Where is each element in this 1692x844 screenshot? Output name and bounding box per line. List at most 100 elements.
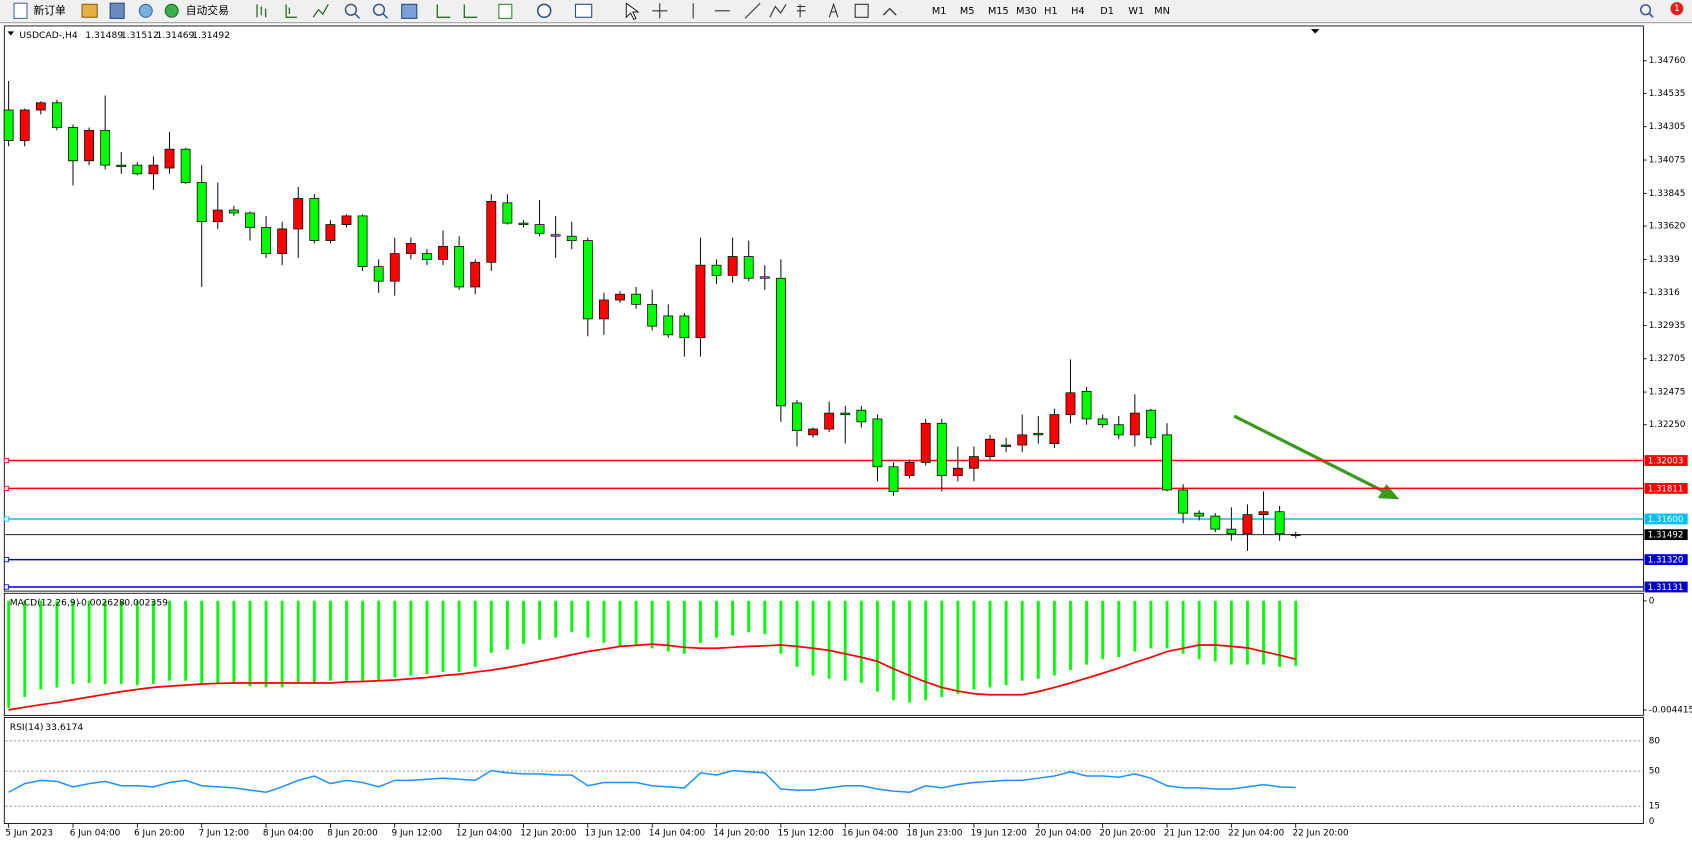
x-tick-label: 12 Jun 20:00	[520, 829, 577, 839]
macd-bar	[425, 600, 429, 675]
macd-bar	[1149, 600, 1153, 649]
icon[interactable]	[344, 3, 358, 16]
icon[interactable]	[256, 4, 267, 18]
drawing-icons[interactable]	[652, 2, 761, 19]
macd-bar	[972, 600, 976, 690]
candle-body	[888, 466, 899, 492]
icon[interactable]	[498, 3, 513, 19]
macd-bar	[1117, 600, 1121, 657]
label-icon[interactable]	[854, 3, 869, 18]
macd-bar	[361, 600, 364, 681]
new-order-button[interactable]: 新订单	[33, 3, 66, 17]
trend-arrow-head	[1377, 484, 1400, 500]
candle-body	[1226, 528, 1237, 534]
y-tick-label: 1.32705	[1649, 354, 1686, 364]
icon[interactable]	[354, 13, 361, 19]
candle-body	[422, 253, 432, 260]
icon[interactable]	[81, 3, 98, 18]
macd-bar	[216, 600, 220, 684]
macd-bar	[1229, 600, 1233, 665]
macd-bar	[634, 600, 638, 647]
search-icon[interactable]	[1648, 12, 1654, 18]
x-tick-label: 14 Jun 04:00	[649, 829, 706, 839]
toolbar-bg	[0, 0, 1692, 23]
new-order-icon[interactable]	[13, 2, 28, 19]
candle-body	[1001, 444, 1012, 447]
x-tick-label: 6 Jun 04:00	[70, 829, 121, 839]
timeframe-button[interactable]: M15	[988, 6, 1009, 17]
icon[interactable]	[536, 3, 552, 19]
timeframe-button[interactable]: W1	[1128, 6, 1144, 17]
x-tick-label: 14 Jun 20:00	[713, 829, 770, 839]
macd-bar	[505, 600, 509, 650]
cursor-icon[interactable]	[625, 2, 640, 21]
timeframe-button[interactable]: MN	[1154, 6, 1170, 17]
level-handle	[3, 584, 10, 590]
macd-bar	[393, 600, 397, 678]
macd-bar	[843, 600, 847, 681]
icon[interactable]	[312, 4, 329, 18]
candle-body	[1113, 424, 1124, 436]
macd-bar	[345, 600, 348, 681]
candle-body	[3, 109, 14, 141]
auto-trading-icon[interactable]	[164, 3, 179, 18]
candle-body	[1017, 434, 1028, 446]
zoom-icons[interactable]	[344, 3, 389, 19]
candle-body	[341, 215, 352, 225]
timeframe-button[interactable]: D1	[1100, 6, 1114, 17]
search-icon[interactable]	[1639, 4, 1652, 16]
candle-body	[1258, 511, 1269, 516]
y-tick-label: 1.33620	[1649, 222, 1686, 232]
icon[interactable]	[882, 7, 897, 16]
macd-bar	[7, 600, 11, 708]
macd-bar	[103, 600, 107, 684]
x-tick-label: 12 Jun 04:00	[456, 829, 513, 839]
ohlc-value: 1.31512	[121, 30, 159, 41]
collapse-marker[interactable]	[7, 31, 15, 36]
icon[interactable]	[109, 2, 125, 19]
timeframe-button[interactable]: H1	[1044, 6, 1057, 17]
macd-bar	[1052, 600, 1056, 676]
candle-body	[824, 412, 835, 430]
icon[interactable]	[436, 4, 478, 18]
macd-bar	[876, 600, 879, 692]
timeframe-button[interactable]: M1	[932, 6, 947, 17]
text-icon[interactable]	[828, 2, 839, 18]
macd-bar	[280, 600, 284, 688]
candle-body	[502, 202, 513, 224]
y-tick-label: 50	[1649, 767, 1661, 777]
macd-bar	[200, 600, 204, 684]
timeframe-button[interactable]: M5	[960, 6, 975, 17]
alerts-badge[interactable]	[1670, 2, 1684, 16]
candle-body	[1242, 514, 1253, 534]
chart-type-icons[interactable]	[256, 4, 329, 18]
y-tick-label: 0	[1649, 596, 1655, 606]
icon[interactable]	[769, 4, 806, 18]
timeframe-button[interactable]: H4	[1071, 6, 1084, 17]
y-tick-label: 1.33845	[1649, 189, 1686, 199]
level-handle	[3, 485, 10, 491]
shift-marker[interactable]	[1310, 29, 1320, 34]
candle-body	[599, 299, 609, 320]
timeframe-button[interactable]: M30	[1016, 6, 1037, 17]
y-tick-label: 1.34535	[1649, 89, 1686, 99]
macd-bar	[1262, 600, 1265, 665]
macd-bar	[39, 600, 43, 690]
candle-body	[1033, 433, 1044, 436]
y-tick-label: 1.3316	[1649, 288, 1680, 298]
icon[interactable]	[285, 4, 297, 18]
candle-body	[454, 245, 465, 288]
macd-bar	[1181, 600, 1185, 654]
macd-bar	[248, 600, 252, 687]
y-tick-label: 1.32250	[1649, 420, 1686, 430]
icon[interactable]	[138, 3, 153, 18]
icon[interactable]	[382, 13, 389, 19]
icon[interactable]	[574, 3, 593, 18]
icon[interactable]	[401, 3, 418, 19]
icon[interactable]	[372, 3, 386, 16]
macd-bar	[489, 600, 493, 653]
auto-trading-button[interactable]: 自动交易	[186, 3, 229, 17]
macd-bar	[554, 600, 558, 638]
macd-bar	[795, 600, 799, 667]
